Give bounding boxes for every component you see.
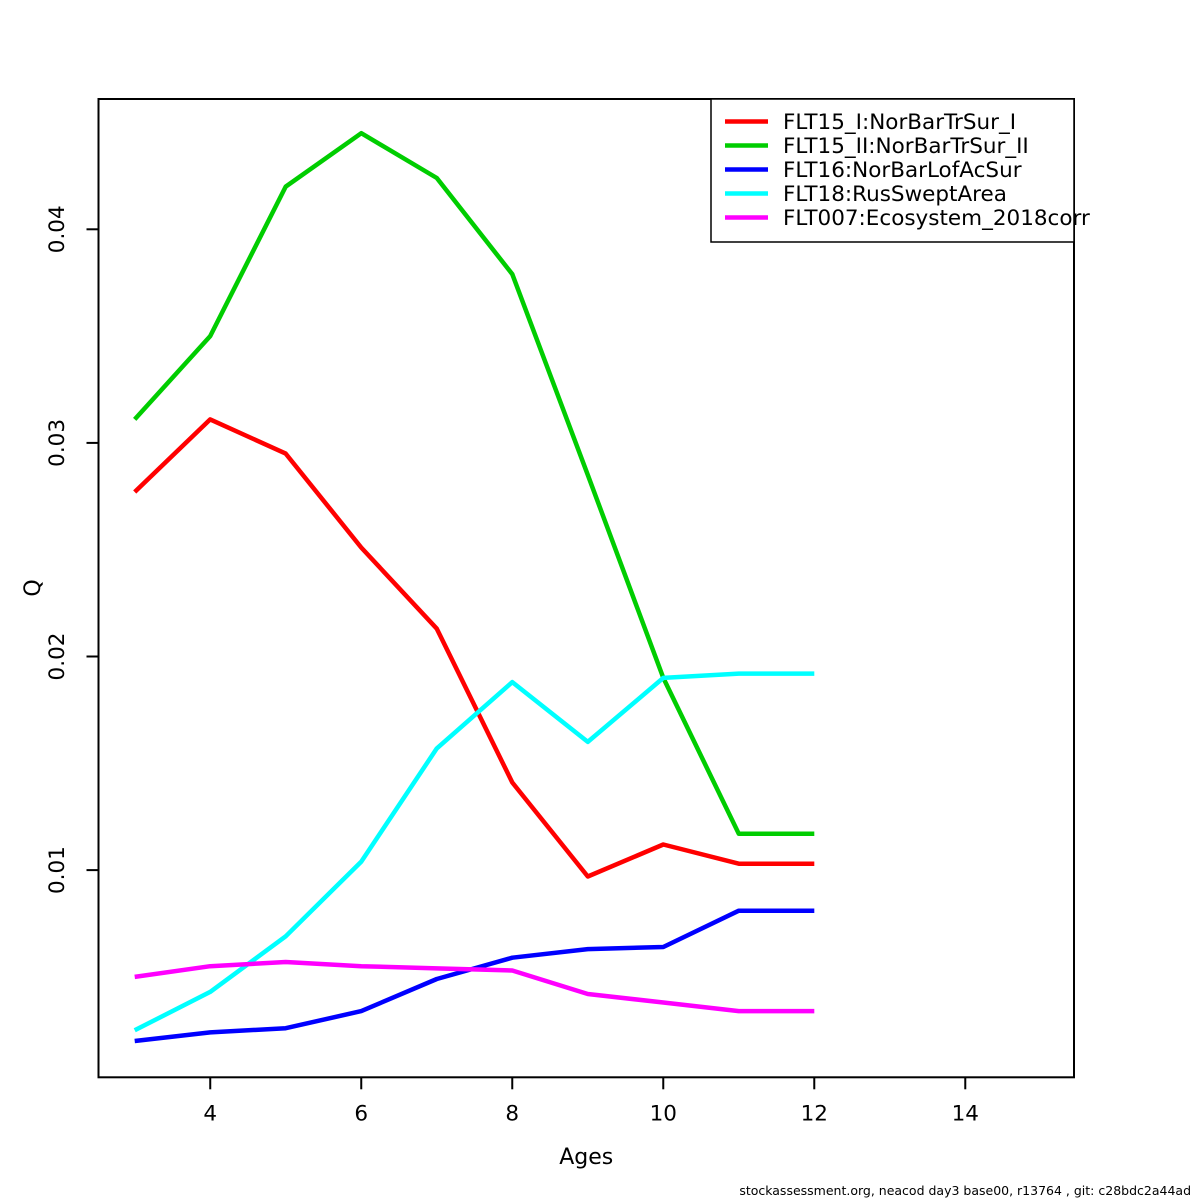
legend-label: FLT18:RusSweptArea — [783, 182, 1007, 207]
legend-label: FLT007:Ecosystem_2018corr — [783, 206, 1090, 231]
y-tick-label: 0.04 — [45, 205, 70, 253]
x-tick-label: 4 — [203, 1101, 217, 1126]
series-line-4 — [133, 671, 815, 1033]
x-tick-label: 10 — [650, 1101, 677, 1126]
legend-box — [710, 98, 1075, 243]
legend-label: FLT15_I:NorBarTrSur_I — [783, 110, 1016, 135]
x-tick-label: 12 — [801, 1101, 828, 1126]
series-line-1 — [133, 417, 815, 879]
series-line-3 — [134, 908, 815, 1044]
y-axis-title: Q — [21, 579, 46, 596]
x-axis-title: Ages — [559, 1145, 613, 1170]
plot-border — [97, 98, 1075, 1079]
x-tick-label: 8 — [505, 1101, 519, 1126]
legend-label: FLT15_II:NorBarTrSur_II — [783, 134, 1029, 159]
y-tick-label: 0.01 — [45, 846, 70, 894]
y-tick-label: 0.02 — [45, 633, 70, 681]
legend-label: FLT16:NorBarLofAcSur — [783, 158, 1022, 183]
x-tick-label: 6 — [354, 1101, 368, 1126]
footer-note: stockassessment.org, neacod day3 base00,… — [739, 1183, 1191, 1198]
series-line-5 — [134, 959, 815, 1014]
series-line-2 — [133, 130, 815, 837]
y-tick-label: 0.03 — [45, 419, 70, 467]
x-tick-label: 14 — [952, 1101, 979, 1126]
